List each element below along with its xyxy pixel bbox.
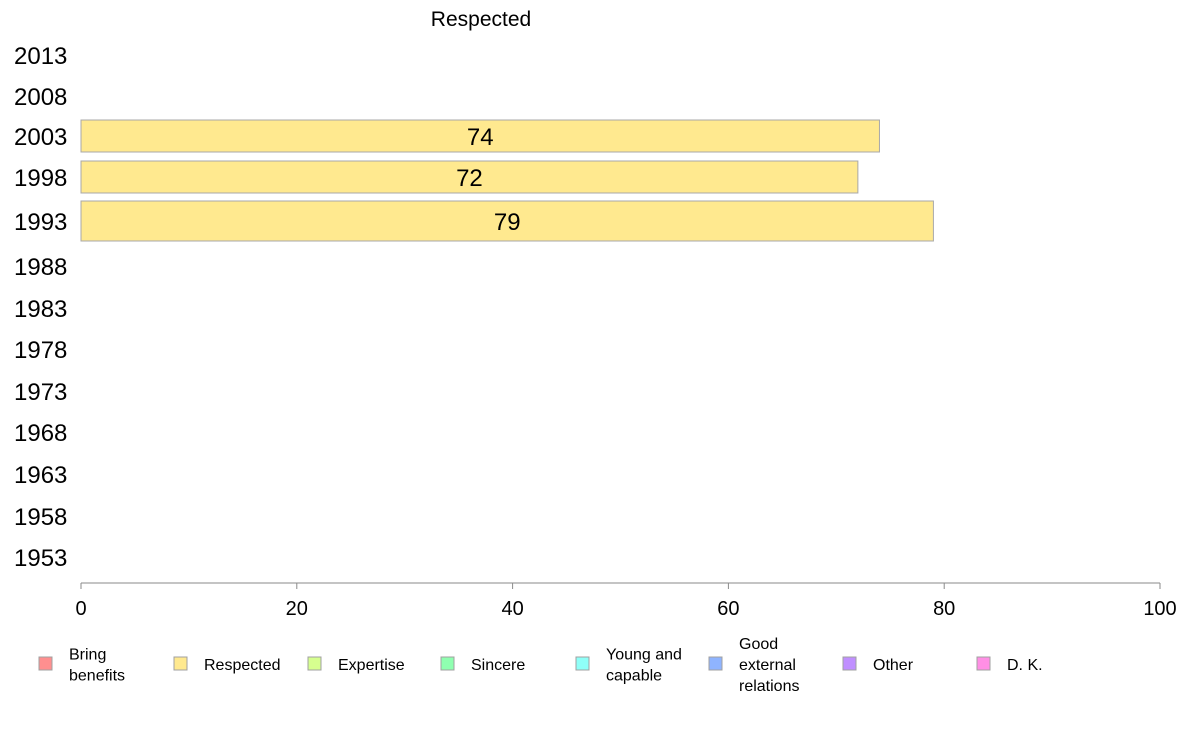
category-label: 1963 [14, 462, 67, 489]
x-axis-ticks: 0 20 40 60 80 100 [75, 583, 1177, 620]
x-tick-label: 20 [286, 598, 308, 620]
bar [80, 200, 934, 242]
category-label: 1978 [14, 337, 67, 364]
category-label: 1958 [14, 504, 67, 531]
data-label: 72 [456, 165, 483, 192]
legend: Bring benefits Respected Expertise Sincere Yo… [38, 636, 1043, 695]
category-label: 2008 [14, 84, 67, 111]
legend-label: Bring [69, 647, 106, 664]
category-label: 1983 [14, 296, 67, 323]
legend-swatch [173, 656, 188, 671]
legend-item: Expertise [307, 656, 405, 674]
legend-item: Sincere [440, 656, 525, 674]
legend-item: Young and capable [575, 647, 682, 685]
legend-label: Other [873, 657, 914, 674]
category-label: 1998 [14, 165, 67, 192]
legend-swatch [842, 656, 857, 671]
data-label: 74 [467, 124, 494, 151]
legend-swatch [575, 656, 590, 671]
bars [80, 119, 934, 242]
legend-label: external [739, 657, 796, 674]
category-label: 1993 [14, 209, 67, 236]
data-labels: 74 72 79 [456, 124, 520, 236]
legend-item: D. K. [976, 656, 1043, 674]
chart-title: Respected [431, 8, 531, 31]
legend-swatch [307, 656, 322, 671]
legend-item: Bring benefits [38, 647, 125, 685]
x-tick-label: 80 [933, 598, 955, 620]
bar [80, 119, 880, 153]
category-label: 2013 [14, 43, 67, 70]
data-label: 79 [494, 209, 521, 236]
legend-label: Expertise [338, 657, 405, 674]
legend-label: Good [739, 636, 778, 653]
legend-swatch [976, 656, 991, 671]
legend-label: D. K. [1007, 657, 1043, 674]
legend-swatch [708, 656, 723, 671]
legend-label: Young and [606, 647, 682, 664]
legend-label: Respected [204, 657, 281, 674]
category-label: 1988 [14, 254, 67, 281]
legend-item: Respected [173, 656, 281, 674]
legend-label: benefits [69, 668, 125, 685]
category-labels: 2013 2008 2003 1998 1993 1988 1983 1978 1973 1968… [14, 43, 67, 572]
x-tick-label: 100 [1143, 598, 1176, 620]
category-label: 1973 [14, 379, 67, 406]
x-tick-label: 40 [501, 598, 523, 620]
legend-label: Sincere [471, 657, 525, 674]
legend-item: Other [842, 656, 914, 674]
x-tick-label: 60 [717, 598, 739, 620]
legend-item: Good external relations [708, 636, 799, 695]
legend-swatch [38, 656, 53, 671]
legend-label: capable [606, 668, 662, 685]
legend-swatch [440, 656, 455, 671]
x-tick-label: 0 [75, 598, 86, 620]
legend-label: relations [739, 678, 799, 695]
bar [80, 160, 859, 194]
category-label: 1953 [14, 545, 67, 572]
category-label: 1968 [14, 420, 67, 447]
category-label: 2003 [14, 124, 67, 151]
